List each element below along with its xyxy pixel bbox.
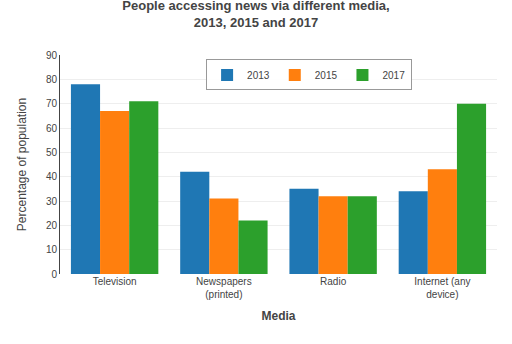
- svg-text:40: 40: [46, 171, 58, 182]
- svg-text:2013: 2013: [247, 70, 270, 81]
- svg-text:30: 30: [46, 196, 58, 207]
- svg-text:Radio: Radio: [320, 276, 347, 287]
- svg-text:80: 80: [46, 74, 58, 85]
- svg-text:20: 20: [46, 220, 58, 231]
- svg-text:2015: 2015: [315, 70, 338, 81]
- svg-text:Internet (anydevice): Internet (anydevice): [414, 276, 470, 300]
- svg-text:People accessing news via diff: People accessing news via different medi…: [122, 0, 389, 30]
- svg-text:70: 70: [46, 98, 58, 109]
- svg-text:50: 50: [46, 147, 58, 158]
- svg-text:10: 10: [46, 244, 58, 255]
- svg-text:90: 90: [46, 50, 58, 61]
- svg-text:2017: 2017: [382, 70, 405, 81]
- svg-text:Newspapers(printed): Newspapers(printed): [196, 276, 252, 300]
- svg-text:0: 0: [51, 269, 57, 280]
- svg-text:60: 60: [46, 123, 58, 134]
- svg-text:Television: Television: [93, 276, 137, 287]
- svg-text:Percentage of population: Percentage of population: [15, 98, 29, 231]
- svg-text:Media: Media: [261, 309, 295, 323]
